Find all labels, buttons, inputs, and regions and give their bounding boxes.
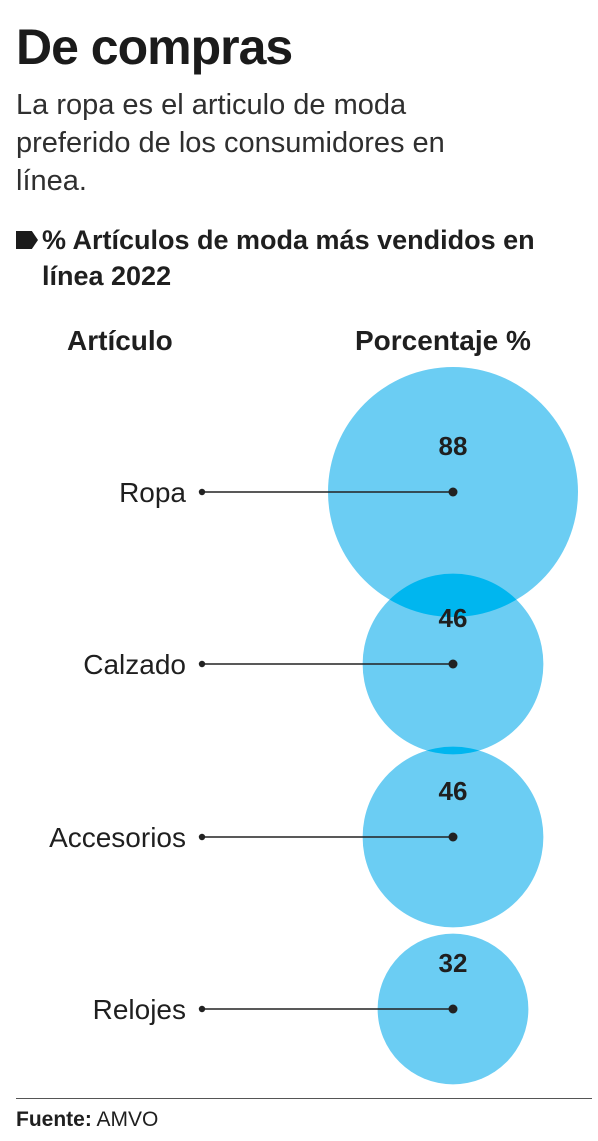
leader-end-dot-1	[448, 659, 458, 669]
value-column-header: Porcentaje %	[355, 325, 531, 356]
leader-start-dot-2	[198, 833, 206, 841]
category-label-2: Accesorios	[49, 822, 186, 853]
category-label-1: Calzado	[83, 649, 186, 680]
leader-end-dot-2	[448, 832, 458, 842]
leader-start-dot-3	[198, 1005, 206, 1013]
category-column-header: Artículo	[67, 325, 173, 356]
chart-title: De compras	[16, 19, 293, 75]
leader-end-dot-3	[448, 1004, 458, 1014]
source-note: Fuente: AMVO	[16, 1107, 158, 1133]
legend-label: % Artículos de moda más vendidos en líne…	[42, 225, 535, 291]
leader-start-dot-0	[198, 488, 206, 496]
footer-divider	[16, 1098, 592, 1099]
category-label-0: Ropa	[119, 477, 186, 508]
chart-subtitle: La ropa es el articulo de moda preferido…	[16, 89, 445, 197]
value-label-1: 46	[439, 603, 468, 633]
category-label-3: Relojes	[93, 994, 186, 1025]
value-label-3: 32	[439, 948, 468, 978]
leader-end-dot-0	[448, 487, 458, 497]
source-value: AMVO	[96, 1108, 159, 1131]
leader-start-dot-1	[198, 660, 206, 668]
value-label-0: 88	[439, 431, 468, 461]
value-label-2: 46	[439, 776, 468, 806]
source-label: Fuente:	[16, 1108, 92, 1131]
legend-marker-icon	[16, 231, 38, 249]
